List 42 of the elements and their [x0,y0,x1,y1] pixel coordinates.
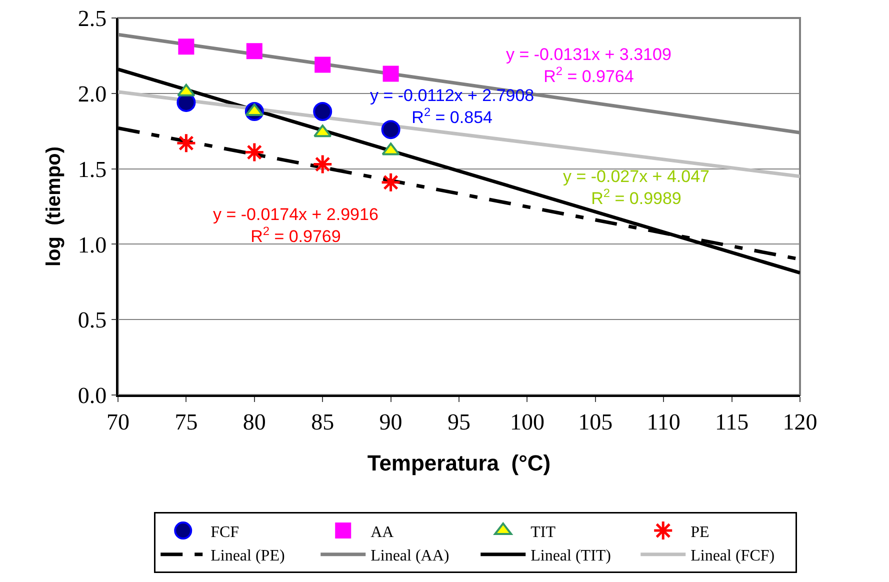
x-tick-label: 105 [578,409,613,434]
legend-label: AA [370,524,394,541]
point [178,38,194,55]
y-tick-label: 1.0 [78,232,107,258]
x-tick-label: 95 [448,409,470,434]
point [176,132,196,154]
y-tick-label: 2.5 [78,6,107,32]
annotation: y = -0.0131x + 3.3109 R$^{2}$ = 0.9764 [506,45,672,86]
legend-label: PE [690,524,710,541]
legend-label: Lineal (TIT) [530,548,612,565]
annotation: y = -0.027x + 4.047 R$^{2}$ = 0.9989 [563,167,710,208]
x-tick-label: 100 [510,409,544,434]
point [314,124,332,138]
point [382,66,399,82]
y-tick-label: 0.0 [78,383,107,408]
x-tick-label: 85 [311,409,334,434]
point [313,102,332,121]
annotation: y = -0.0112x + 2.7908 R$^{2}$ = 0.854 [370,86,534,128]
x-tick-label: 80 [242,409,266,434]
y-tick-label: 1.5 [78,156,107,182]
y-tick-label: 0.5 [78,308,107,333]
point [380,172,402,193]
x-axis-title: Temperatura (°C) [367,450,551,476]
legend-label: Lineal (PE) [210,548,285,565]
x-tick-label: 70 [106,409,130,434]
point [244,142,265,162]
legend-label: Lineal (FCF) [690,548,775,565]
point [381,120,400,140]
y-axis-title: log (tiempo) [42,146,65,266]
point [312,154,333,175]
x-tick-label: 75 [174,409,198,434]
x-tick-label: 90 [379,409,402,434]
x-tick-label: 110 [646,409,680,434]
point [314,56,331,73]
y-tick-label: 2.0 [78,81,107,106]
annotation: y = -0.0174x + 2.9916 R$^{2}$ = 0.9769 [213,205,378,246]
x-tick-label: 120 [782,409,818,434]
legend-label: Lineal (AA) [370,548,450,565]
legend-label: TIT [530,524,556,541]
x-tick-label: 115 [714,409,749,434]
point [246,43,262,60]
legend-label: FCF [210,524,240,541]
